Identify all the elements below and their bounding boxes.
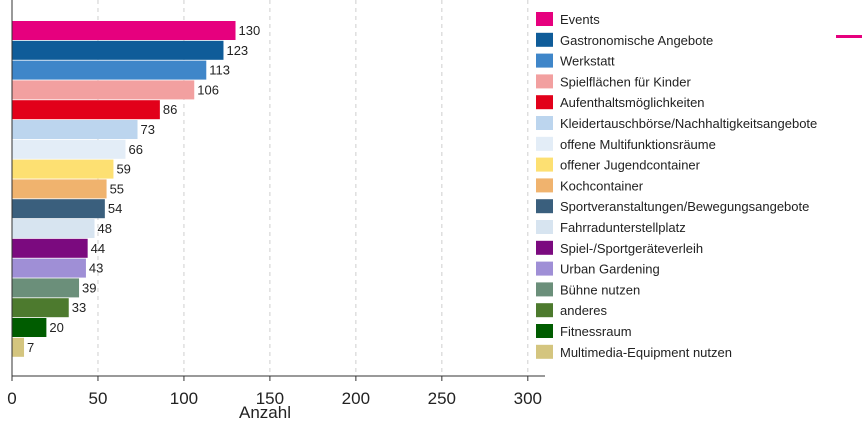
bars (12, 21, 236, 357)
x-tick-label: 100 (170, 389, 198, 408)
legend-label: anderes (560, 303, 607, 318)
legend-swatch (536, 324, 553, 338)
legend-swatch (536, 344, 553, 359)
bar-value-label: 7 (27, 340, 34, 355)
bar-value-label: 39 (82, 280, 96, 295)
bar (12, 100, 160, 120)
x-tick-label: 150 (256, 389, 284, 408)
legend-label: Events (560, 12, 600, 27)
legend-swatch (536, 220, 553, 234)
bar-value-label: 113 (209, 63, 230, 78)
bar-value-label: 123 (226, 43, 248, 58)
bar (12, 40, 224, 60)
x-tick-label: 250 (428, 389, 456, 408)
bar-value-label: 54 (108, 201, 122, 216)
bar (12, 258, 86, 278)
legend-label: Aufenthaltsmöglichkeiten (560, 95, 705, 110)
x-tick-label: 0 (7, 389, 16, 408)
legend-label: Kochcontainer (560, 178, 644, 193)
bar-value-label: 106 (197, 82, 219, 97)
bar-labels: 130 123 113 106 86 73 66 59 55 54 48 44 43 39 33 20 7 (27, 23, 260, 355)
legend-swatch (536, 95, 553, 110)
legend-label: Kleidertauschbörse/Nachhaltigkeitsangebo… (560, 116, 817, 131)
bar-value-label: 130 (239, 23, 261, 38)
bar-value-label: 66 (128, 142, 142, 157)
bar (12, 120, 138, 139)
bar (12, 199, 105, 219)
legend-label: offene Multifunktionsräume (560, 137, 716, 152)
legend-swatch (536, 116, 553, 130)
bar (12, 179, 107, 199)
bar (12, 238, 88, 258)
bar-value-label: 55 (110, 181, 124, 196)
legend-label: Gastronomische Angebote (560, 33, 713, 48)
legend-label: Multimedia-Equipment nutzen (560, 345, 732, 360)
bar (12, 159, 114, 179)
x-axis-label: Anzahl (239, 403, 291, 422)
bar-value-label: 43 (89, 261, 103, 276)
bar (12, 337, 25, 357)
bar (12, 318, 47, 337)
legend-swatch (536, 303, 553, 318)
legend-label: Bühne nutzen (560, 282, 640, 297)
legend-swatch (536, 32, 553, 47)
bar (12, 278, 80, 298)
legend-label: Spielflächen für Kinder (560, 74, 691, 89)
legend-swatch (536, 282, 553, 297)
bar-value-label: 59 (116, 162, 130, 177)
legend-swatch (536, 74, 553, 89)
legend-swatch (536, 12, 553, 26)
legend-swatch (536, 240, 553, 255)
bar-value-label: 44 (91, 241, 105, 256)
legend-label: Urban Gardening (560, 262, 660, 277)
bar-value-label: 33 (72, 300, 86, 315)
bar (12, 21, 236, 40)
legend-swatch (536, 199, 553, 214)
bar-value-label: 20 (49, 320, 63, 335)
bar (12, 139, 126, 159)
bar (12, 298, 69, 318)
legend: Events Gastronomische Angebote Werkstatt Sp… (536, 12, 817, 360)
x-tick-label: 200 (342, 389, 370, 408)
x-tick-label: 300 (514, 389, 542, 408)
legend-swatch (536, 157, 553, 172)
legend-label: Fahrradunterstellplatz (560, 220, 686, 235)
legend-label: Spiel-/Sportgeräteverleih (560, 241, 703, 256)
legend-swatch (536, 53, 553, 68)
bar (12, 80, 195, 100)
legend-label: Werkstatt (560, 54, 615, 69)
bar (12, 219, 95, 238)
legend-swatch (536, 178, 553, 193)
legend-swatch (536, 261, 553, 276)
bar-value-label: 86 (163, 102, 177, 117)
decorative-accent-line (836, 35, 862, 38)
x-axis: 0 50 100 150 200 250 300 (7, 0, 545, 408)
x-tick-label: 50 (89, 389, 108, 408)
bar (12, 60, 207, 80)
grid (97, 0, 529, 376)
legend-label: Sportveranstaltungen/Bewegungsangebote (560, 199, 809, 214)
legend-swatch (536, 136, 553, 151)
legend-label: Fitnessraum (560, 324, 632, 339)
bar-value-label: 73 (141, 122, 155, 137)
bar-value-label: 48 (98, 221, 112, 236)
legend-label: offener Jugendcontainer (560, 158, 701, 173)
